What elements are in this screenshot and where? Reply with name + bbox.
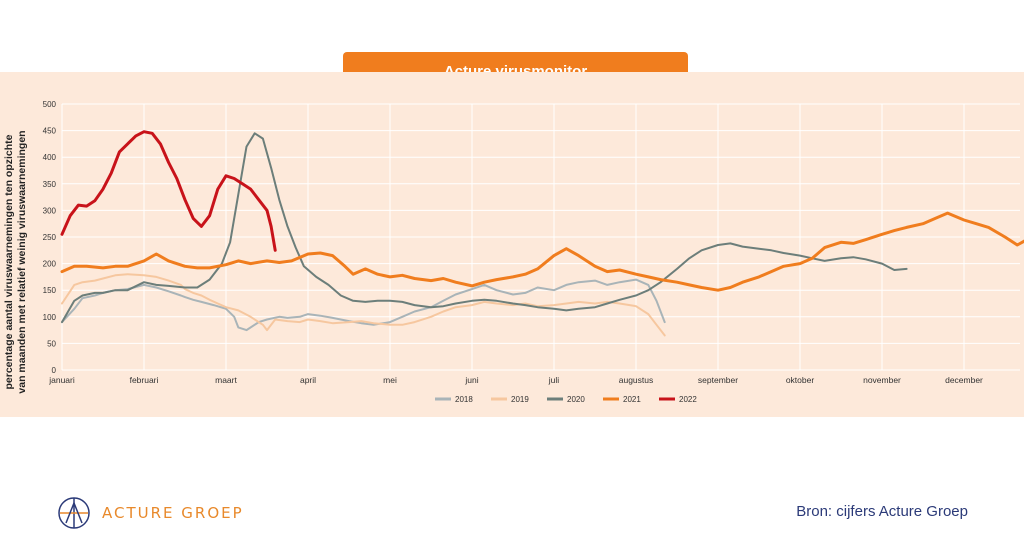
y-tick-labels: 0 50 100 150 200 250 300 350 400 450 500 [43,100,57,375]
x-tick-label: oktober [786,375,815,385]
x-tick-label: februari [130,375,159,385]
x-tick-label: april [300,375,316,385]
x-tick-labels: januari februari maart april mei juni juli augu… [48,375,983,385]
x-tick-label: juli [548,375,560,385]
acture-groep-logo: ACTURE GROEP [56,495,244,531]
y-tick-label: 150 [43,286,57,295]
y-tick-label: 400 [43,153,57,162]
x-tick-label: maart [215,375,237,385]
y-tick-label: 250 [43,233,57,242]
plot-background [0,72,1024,417]
legend-label-2018: 2018 [455,395,473,404]
y-axis-label-line-2: van maanden met relatief weinig viruswaa… [16,130,28,393]
x-tick-label: januari [48,375,75,385]
acture-groep-logo-icon [58,497,90,529]
series-line-2019 [61,273,666,337]
legend-label-2019: 2019 [511,395,529,404]
y-tick-label: 0 [52,366,57,375]
legend: 2018 2019 2020 2021 2022 [435,395,697,404]
series-line-2021 [60,211,1024,292]
x-tick-label: augustus [619,375,654,385]
series-line-2020 [61,132,908,324]
x-tick-label: mei [383,375,397,385]
y-axis-label-line-1: percentage aantal viruswaarnemingen ten … [3,134,15,389]
y-tick-label: 200 [43,260,57,269]
x-tick-label: september [698,375,738,385]
source-note: Bron: cijfers Acture Groep [796,503,968,520]
legend-label-2020: 2020 [567,395,585,404]
legend-label-2021: 2021 [623,395,641,404]
logo-text: ACTURE GROEP [102,504,244,522]
grid [61,103,1020,371]
y-tick-label: 300 [43,206,57,215]
series-lines [60,130,1024,337]
y-tick-label: 450 [43,127,57,136]
y-tick-label: 100 [43,313,57,322]
chart-area: 0 50 100 150 200 250 300 350 400 450 500 januari fe… [0,72,1024,417]
x-tick-label: november [863,375,901,385]
x-tick-label: juni [464,375,478,385]
y-tick-label: 50 [47,339,56,348]
series-line-2018 [61,278,666,332]
y-tick-label: 500 [43,100,57,109]
legend-label-2022: 2022 [679,395,697,404]
series-line-2022 [60,130,277,252]
x-tick-label: december [945,375,983,385]
y-tick-label: 350 [43,180,57,189]
